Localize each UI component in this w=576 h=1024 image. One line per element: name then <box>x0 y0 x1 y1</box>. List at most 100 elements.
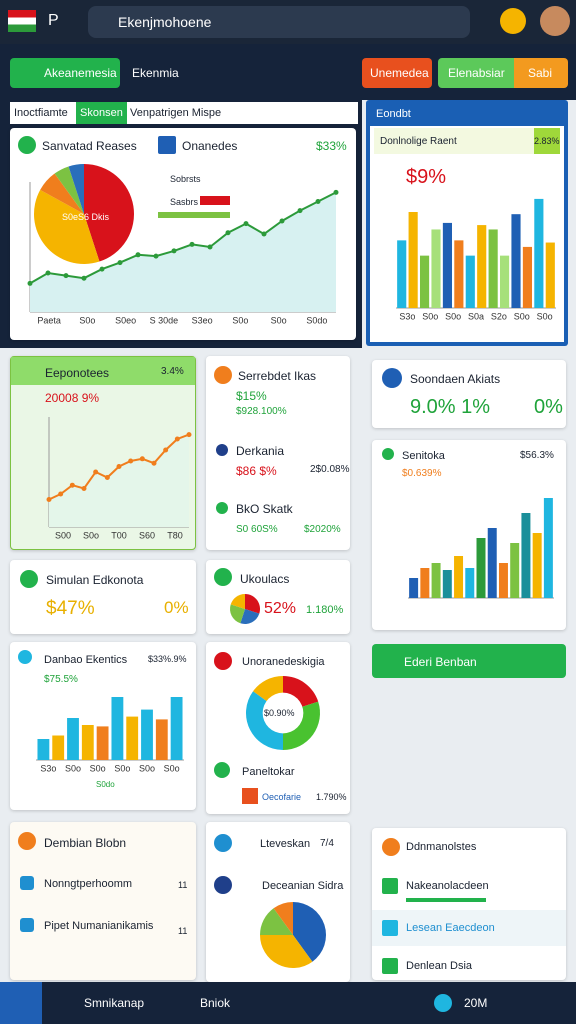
value: $47% <box>46 598 95 619</box>
list-card: Serrebdet Ikas $15% $928.100% Derkania $… <box>206 356 350 550</box>
bar <box>155 719 168 760</box>
pie-slice <box>240 609 260 624</box>
legend-label: Oecofarie <box>262 792 302 802</box>
card-title: Dembian Blobn <box>44 836 127 850</box>
nav-item[interactable]: Bniok <box>200 996 231 1010</box>
x-tick-label: S0o <box>65 763 81 773</box>
bar <box>465 568 475 598</box>
bar <box>543 498 553 598</box>
line-point <box>261 231 267 237</box>
menu-item[interactable]: Nakeanolacdeen <box>406 880 489 892</box>
footer: S0do <box>96 780 115 789</box>
bar <box>111 697 124 760</box>
line-point <box>171 248 177 254</box>
x-tick-label: S0o <box>537 311 553 321</box>
tab[interactable]: Inoctfiamte <box>14 107 68 119</box>
avatar[interactable] <box>540 6 570 36</box>
menu-item[interactable]: Ddnmanolstes <box>406 841 477 853</box>
icon <box>18 832 36 850</box>
menu-item[interactable]: Lesean Eaecdeon <box>406 922 495 934</box>
bar <box>532 533 542 598</box>
pie-slice <box>260 908 293 935</box>
bar <box>52 735 65 760</box>
avatar[interactable] <box>500 8 526 34</box>
nav-item[interactable]: Smnikanap <box>84 996 145 1010</box>
pie-label: S0eS6 Dkis <box>62 212 110 222</box>
line-point <box>333 189 339 195</box>
list-value: 11 <box>178 880 188 890</box>
home-button[interactable] <box>0 982 42 1024</box>
change: 2.83% <box>534 128 560 154</box>
card-title: Danbao Ekentics <box>44 654 128 666</box>
x-tick-label: S 30de <box>150 315 179 325</box>
tab-label[interactable]: P <box>48 12 59 29</box>
bar <box>477 225 487 308</box>
donut-hole <box>262 692 304 734</box>
item-value: S0 60S% <box>236 524 278 535</box>
line-point <box>315 199 321 204</box>
x-tick-label: S60 <box>139 530 155 540</box>
icon <box>382 838 400 856</box>
line-point <box>58 491 64 497</box>
bar <box>534 198 544 308</box>
line-point <box>63 273 69 279</box>
tab[interactable]: Venpatrigen Mispe <box>130 107 222 119</box>
pie-slice <box>293 902 326 962</box>
headline: 20008 9% <box>45 391 100 405</box>
bar <box>454 240 464 308</box>
nav-item[interactable]: 20M <box>464 996 488 1010</box>
bar <box>454 556 464 598</box>
list-item[interactable]: Nonngtperhoomm <box>44 878 133 890</box>
pie-slice <box>273 902 293 935</box>
list-item[interactable]: Pipet Numanianikamis <box>44 920 154 932</box>
bar <box>397 240 407 308</box>
bar <box>511 214 521 308</box>
bar <box>96 726 109 760</box>
bar <box>409 578 419 598</box>
line-point <box>186 432 192 438</box>
card-title: Soondaen Akiats <box>410 372 501 386</box>
button[interactable]: Elenabsiar <box>438 58 514 88</box>
x-tick-label: S0o <box>90 763 106 773</box>
x-tick-label: S0do <box>306 315 327 325</box>
icon <box>18 650 32 664</box>
card-title: Sanvatad Reases <box>42 139 137 153</box>
button[interactable]: Sabi <box>514 58 568 88</box>
icon <box>20 570 38 588</box>
change: $33%.9% <box>148 654 187 664</box>
donut-card: Unoranedeskigia $0.90% Paneltokar Oecofa… <box>206 642 350 814</box>
line-area <box>30 192 336 312</box>
change: 3.4% <box>161 366 184 377</box>
pie-chart <box>230 594 260 624</box>
donut-chart <box>246 676 320 750</box>
button[interactable]: Unemedea <box>362 58 432 88</box>
line-point <box>128 458 134 464</box>
kpi-panel: Eondbt Donlnolige Raent 2.83% $9% S3o S0o… <box>366 100 568 346</box>
change: $56.3% <box>520 450 554 461</box>
tab[interactable]: Skonsen <box>76 102 127 124</box>
menu-item[interactable]: Denlean Dsia <box>406 960 473 972</box>
bar-chart <box>408 498 554 599</box>
pie-slice <box>245 594 260 614</box>
card-title: Ukoulacs <box>240 572 290 586</box>
item-title: Derkania <box>236 444 285 458</box>
action-button[interactable]: Ederi Benban <box>372 644 566 678</box>
line-point <box>81 486 87 491</box>
pie-chart <box>34 164 134 264</box>
x-tick-label: S0o <box>422 311 438 321</box>
alerts-card: Soondaen Akiats 9.0% 1% 0% <box>372 360 566 428</box>
panel-body: Donlnolige Raent 2.83% $9% S3o S0o S0o S0a S… <box>370 126 564 342</box>
bar <box>476 538 486 598</box>
menu: Ddnmanolstes Nakeanolacdeen Lesean Eaecd… <box>372 828 566 980</box>
donut-center: $0.90% <box>264 708 295 718</box>
icon <box>214 652 232 670</box>
item-detail: 2$0.08% <box>310 464 350 475</box>
line-point <box>104 475 110 480</box>
x-tick-label: Paeta <box>37 315 61 325</box>
back-button[interactable]: Akeanemesia <box>10 58 120 88</box>
bar <box>431 563 441 598</box>
line-point <box>207 244 213 250</box>
x-tick-label: S0o <box>79 315 95 325</box>
url-bar[interactable]: Ekenjmohoene <box>88 6 470 38</box>
